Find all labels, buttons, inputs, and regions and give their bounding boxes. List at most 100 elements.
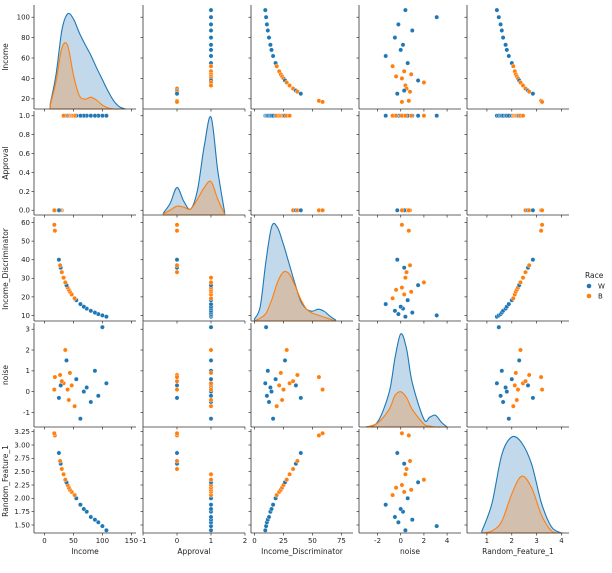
scatter-point-b bbox=[72, 492, 78, 498]
scatter-point-w bbox=[398, 47, 404, 53]
scatter-point-w bbox=[298, 91, 304, 97]
scatter-point-w bbox=[208, 527, 214, 533]
scatter-point-b bbox=[65, 387, 71, 392]
scatter-point-w bbox=[64, 357, 69, 363]
scatter-point-b bbox=[513, 370, 519, 376]
scatter-point-b bbox=[284, 347, 290, 353]
scatter-point-b bbox=[523, 378, 528, 384]
scatter-point-w bbox=[266, 399, 272, 405]
scatter-point-w bbox=[500, 35, 506, 40]
scatter-point-w bbox=[405, 297, 411, 303]
scatter-point-b bbox=[62, 279, 68, 285]
scatter-point-b bbox=[284, 80, 290, 85]
scatter-point-w bbox=[394, 450, 400, 456]
x-tick-label: 2 bbox=[422, 537, 426, 545]
x-tick-label: 0 bbox=[175, 537, 179, 545]
scatter-point-w bbox=[263, 14, 269, 20]
scatter-point-b bbox=[174, 228, 180, 234]
kde-w-income bbox=[49, 12, 126, 110]
scatter-point-b bbox=[406, 228, 412, 234]
scatter-point-w bbox=[266, 35, 272, 40]
y-tick-label: 30 bbox=[21, 275, 30, 283]
scatter-point-b bbox=[287, 113, 292, 119]
scatter-point-b bbox=[174, 374, 180, 380]
scatter-point-w bbox=[84, 509, 90, 515]
legend-title: Race bbox=[585, 271, 604, 280]
scatter-point-w bbox=[504, 389, 510, 394]
scatter-point-b bbox=[399, 430, 405, 436]
scatter-point-w bbox=[263, 324, 269, 330]
scatter-point-b bbox=[514, 397, 520, 403]
scatter-point-w bbox=[498, 393, 503, 399]
panel-income-discriminator-vs-random-feature-1 bbox=[464, 217, 569, 324]
scatter-point-w bbox=[208, 506, 214, 512]
panel-random-feature-1-vs-random-feature-1: 1 2 3 4 bbox=[464, 429, 569, 545]
scatter-point-b bbox=[284, 477, 290, 483]
scatter-point-b bbox=[208, 279, 214, 285]
scatter-point-w bbox=[270, 502, 276, 508]
y-tick-label: 60 bbox=[21, 54, 30, 62]
legend-marker-b bbox=[586, 293, 592, 299]
scatter-point-w bbox=[401, 461, 407, 467]
scatter-point-w bbox=[269, 389, 274, 394]
scatter-point-w bbox=[264, 21, 270, 27]
scatter-point-b bbox=[294, 372, 300, 378]
y-axis-label-income: Income bbox=[1, 43, 10, 71]
panel-income-discriminator-vs-income-discriminator bbox=[248, 217, 353, 324]
scatter-point-b bbox=[408, 289, 414, 295]
scatter-point-b bbox=[52, 228, 58, 234]
scatter-point-b bbox=[294, 458, 300, 464]
x-tick-label: 0 bbox=[398, 537, 402, 545]
scatter-point-b bbox=[51, 430, 57, 436]
x-axis-label-income-discriminator: Income_Discriminator bbox=[261, 547, 344, 556]
scatter-point-b bbox=[320, 99, 325, 105]
scatter-point-b bbox=[316, 432, 322, 438]
x-tick-label: -1 bbox=[140, 537, 147, 545]
scatter-point-w bbox=[104, 113, 109, 119]
scatter-point-w bbox=[270, 416, 276, 422]
x-tick-label: 1 bbox=[209, 537, 213, 545]
scatter-point-w bbox=[434, 14, 440, 20]
scatter-point-b bbox=[208, 380, 214, 386]
scatter-point-w bbox=[56, 450, 62, 456]
x-tick-label: 75 bbox=[337, 537, 346, 545]
scatter-point-b bbox=[61, 275, 66, 281]
scatter-point-b bbox=[51, 222, 57, 228]
scatter-point-b bbox=[404, 466, 409, 472]
scatter-point-w bbox=[100, 312, 105, 318]
scatter-point-w bbox=[499, 28, 505, 33]
scatter-point-w bbox=[81, 389, 87, 394]
panel-noise-vs-income: -1 0 1 2 3 bbox=[23, 323, 136, 430]
scatter-point-w bbox=[530, 207, 536, 213]
scatter-point-w bbox=[506, 301, 512, 307]
scatter-point-b bbox=[274, 403, 280, 409]
scatter-point-b bbox=[393, 287, 399, 293]
scatter-point-b bbox=[174, 430, 180, 436]
y-tick-label: 2.00 bbox=[14, 495, 30, 503]
x-tick-label: 4 bbox=[445, 537, 450, 545]
y-tick-label: 3.00 bbox=[14, 441, 30, 449]
x-tick-label: 0 bbox=[42, 537, 46, 545]
x-tick-label: 2 bbox=[243, 537, 247, 545]
y-tick-label: 1.75 bbox=[14, 508, 30, 516]
y-tick-label: -1 bbox=[23, 409, 30, 417]
scatter-point-b bbox=[526, 262, 532, 268]
x-axis-label-income: Income bbox=[71, 547, 99, 556]
y-tick-label: 1.50 bbox=[14, 521, 30, 529]
scatter-point-w bbox=[392, 514, 398, 520]
scatter-point-w bbox=[267, 42, 273, 48]
scatter-point-w bbox=[269, 47, 274, 53]
scatter-point-w bbox=[383, 113, 389, 119]
y-tick-label: 3 bbox=[26, 326, 30, 334]
panel-random-feature-1-vs-approval: -1 0 1 2 bbox=[140, 429, 247, 545]
scatter-point-w bbox=[78, 113, 83, 119]
scatter-point-b bbox=[402, 471, 408, 477]
scatter-point-w bbox=[267, 385, 273, 390]
scatter-point-w bbox=[104, 314, 109, 320]
scatter-point-w bbox=[401, 265, 407, 271]
scatter-point-w bbox=[100, 324, 105, 330]
scatter-point-w bbox=[208, 42, 214, 48]
scatter-point-w bbox=[262, 380, 268, 386]
scatter-point-b bbox=[404, 269, 409, 275]
scatter-point-b bbox=[276, 382, 282, 388]
